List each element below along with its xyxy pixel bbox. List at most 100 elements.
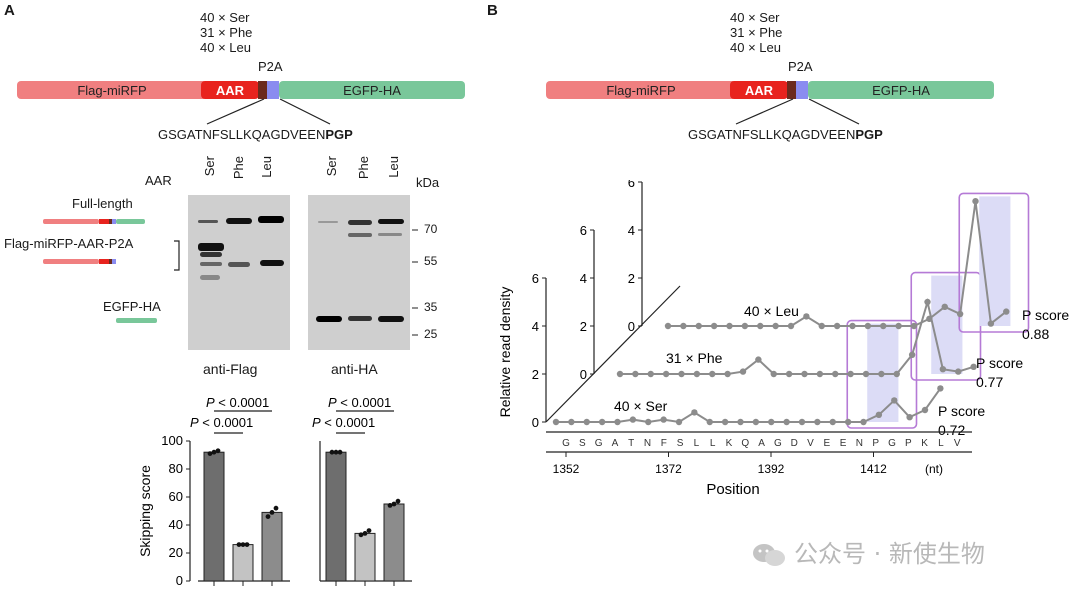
x-tick-label: 1372 [655,462,682,476]
data-point [333,449,339,455]
y-tick-label: 2 [628,271,635,286]
track-label: 40 × Ser [614,398,668,414]
bar [383,503,405,582]
residue-label: K [921,438,928,449]
blot-anti-ha [308,195,410,350]
y-tick-label: 80 [169,461,183,476]
density-point [906,414,913,421]
p-threshold: < 0.0001 [215,395,270,410]
mw-marker: 25 [424,327,438,341]
density-point [833,322,841,330]
blot-title-anti-flag: anti-Flag [203,361,258,377]
sequence-bold: PGP [855,127,883,142]
construct-diagram-b: Flag-miRFP AAR EGFP-HA [546,81,994,99]
data-point [269,510,275,515]
residue-label: E [823,438,830,449]
density-point [726,322,733,330]
residue-label: L [710,438,716,449]
aar-p2a-label: Flag-miRFP-AAR-P2A [4,236,134,251]
density-point [660,416,667,423]
y-tick-label: 4 [532,319,539,334]
density-point [772,322,779,330]
wechat-icon [752,543,786,567]
density-point [941,303,948,310]
full-length-mini-construct [43,219,145,224]
density-point [693,370,701,378]
aar-line: 40 × Leu [200,40,251,55]
y-axis-label: Skipping score [137,465,153,557]
density-point [955,368,962,375]
x-unit-label: (nt) [925,462,943,476]
residue-label: S [579,438,586,449]
x-tick-label: 1352 [553,462,580,476]
construct-diagram-a: Flag-miRFP AAR EGFP-HA [17,81,465,99]
residue-label: G [562,438,570,449]
aar-line: 31 × Phe [200,25,253,40]
residue-label: L [938,438,944,449]
density-point [709,370,716,378]
residue-label: G [774,438,782,449]
density-point [956,310,964,318]
density-point [706,418,713,426]
residue-label: A [758,438,765,449]
data-point [207,451,213,456]
density-point [752,418,760,426]
density-point [552,418,560,426]
aar-segment: AAR [201,81,259,99]
p-value-label: P < 0.0001 [190,415,253,430]
panel-a-label: A [4,2,15,19]
y-tick-label: 40 [169,517,183,532]
density-point [695,322,702,330]
data-point [236,542,242,547]
density-point [629,416,637,423]
residue-label: P [905,438,912,449]
y-tick-label: 20 [169,545,183,560]
panel-a-aar-list: 40 × Ser 31 × Phe 40 × Leu [200,10,252,55]
density-point [568,418,575,426]
egfp-mini-construct [116,318,157,323]
density-point [849,322,856,330]
track-label: 40 × Leu [744,303,799,319]
density-point [814,418,821,426]
aar-p2a-mini-construct [43,259,116,264]
density-point [678,370,685,378]
y-tick-label: 60 [169,489,183,504]
residue-label: S [677,438,684,449]
y-tick-label: 6 [532,271,539,286]
density-point [787,322,795,330]
density-point [770,370,777,378]
density-point [739,368,747,375]
density-point [864,322,872,330]
p-score-value: 0.88 [1022,326,1049,342]
bar [203,451,225,582]
panel-b-label: B [487,2,498,19]
density-point [1003,308,1010,315]
highlight-band [979,196,1011,326]
bar [232,544,254,582]
lane-label: Ser [202,156,217,177]
residue-label: N [856,438,863,449]
y-tick-label: 0 [628,319,635,334]
density-point [926,315,933,322]
p-threshold: < 0.0001 [337,395,392,410]
p-value-label: P < 0.0001 [328,395,391,410]
density-point [970,363,977,370]
p2a-sequence-b: GSGATNFSLLKQAGDVEENPGP [688,127,883,142]
sequence-plain: GSGATNFSLLKQAGDVEEN [688,127,856,142]
blot-anti-flag [188,195,290,350]
density-point [818,322,825,330]
egfp-ha-segment: EGFP-HA [279,81,465,99]
y-tick-label: 2 [532,367,539,382]
y-tick-label: 4 [628,223,635,238]
x-tick-label: 1392 [758,462,785,476]
sequence-callout-lines-a [206,98,331,125]
residue-label: P [872,438,879,449]
density-point [895,322,902,330]
bar [354,532,376,582]
density-point [632,370,639,378]
data-point [387,503,393,508]
residue-label: E [840,438,847,449]
lane-label: Leu [386,156,401,178]
full-length-label: Full-length [72,196,133,211]
y-tick-label: 4 [580,271,587,286]
